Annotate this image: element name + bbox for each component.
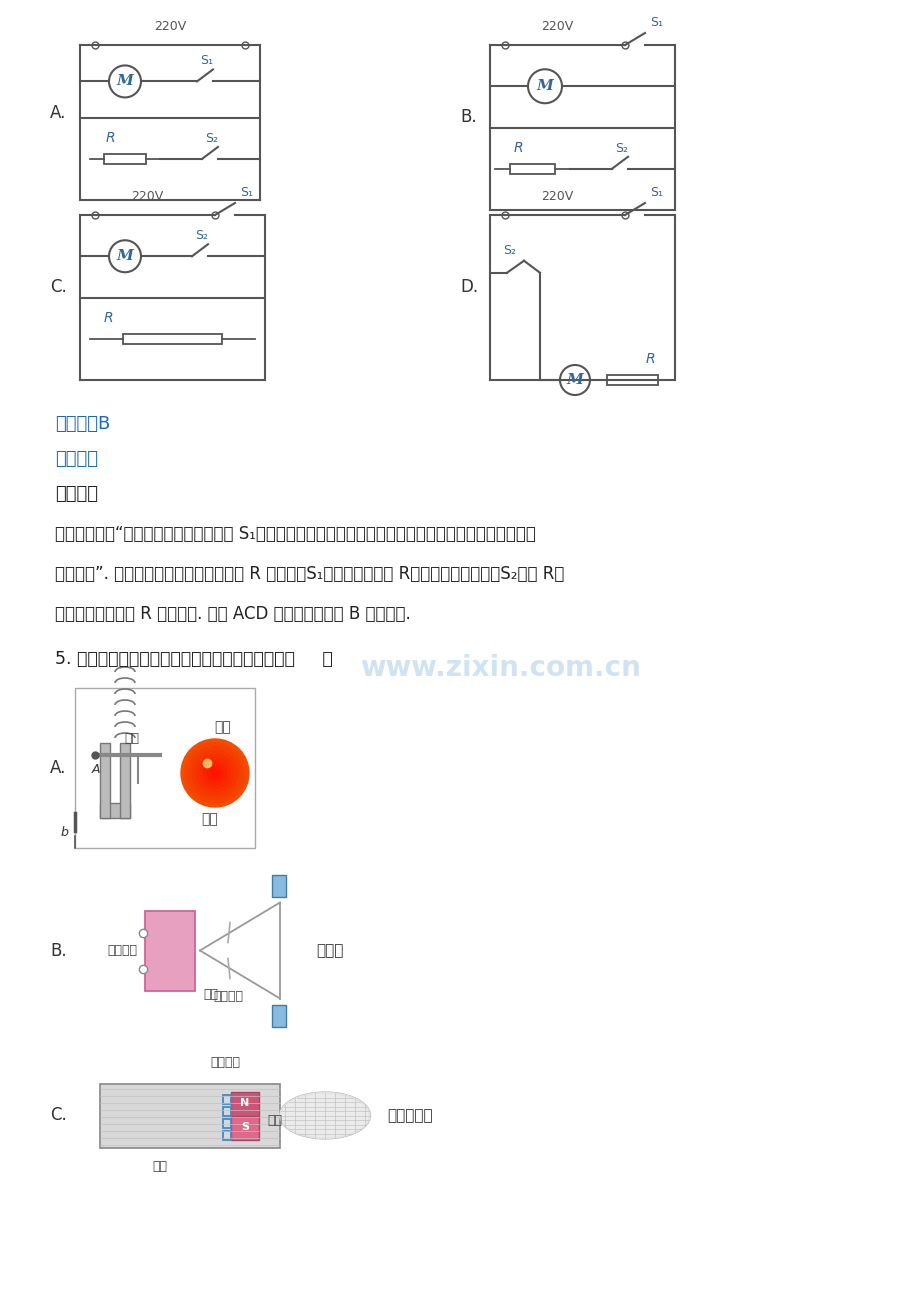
Text: 线圈: 线圈 (153, 1160, 167, 1173)
Text: S₁: S₁ (240, 186, 254, 199)
Text: 220V: 220V (131, 190, 164, 203)
Text: S₂: S₂ (503, 243, 516, 256)
Text: R: R (644, 352, 654, 366)
Text: M: M (117, 74, 133, 89)
Text: S₁: S₁ (200, 55, 213, 68)
Text: 馓碗: 馓碗 (201, 812, 218, 825)
Text: R: R (513, 141, 522, 155)
Text: 不能加热”. 因此，托盘电动机和加热电阵 R 是并联，S₁要控制电动机和 R，即串接在干路上，S₂控制 R，: 不能加热”. 因此，托盘电动机和加热电阵 R 是并联，S₁要控制电动机和 R，即… (55, 565, 563, 583)
Text: R: R (105, 132, 115, 145)
Bar (100, 803, 130, 818)
Text: 永久磁体: 永久磁体 (210, 1056, 240, 1069)
FancyBboxPatch shape (123, 333, 221, 344)
FancyBboxPatch shape (509, 164, 554, 173)
Bar (119, 743, 130, 818)
Text: A.: A. (50, 103, 66, 121)
Text: S₁: S₁ (650, 186, 663, 199)
Text: 220V: 220V (153, 20, 186, 33)
Text: b: b (60, 827, 68, 840)
Circle shape (196, 754, 233, 792)
Text: 【解析】: 【解析】 (55, 450, 98, 467)
Text: B.: B. (460, 108, 476, 126)
Text: 【答案】B: 【答案】B (55, 415, 110, 434)
Text: 即串接在加热电阵 R 的支路上. 故图 ACD 不符合题意，图 B 符合题意.: 即串接在加热电阵 R 的支路上. 故图 ACD 不符合题意，图 B 符合题意. (55, 605, 410, 622)
Bar (222, 1118, 231, 1128)
Text: 永久磁体: 永久磁体 (107, 944, 137, 957)
Text: 线圈: 线圈 (203, 987, 218, 1000)
Text: 锥形纸盒: 锥形纸盒 (213, 991, 243, 1004)
Text: S₁: S₁ (650, 16, 663, 29)
Text: www.zixin.com.cn: www.zixin.com.cn (359, 654, 640, 682)
Text: 【分析】: 【分析】 (55, 486, 98, 503)
Bar (222, 1107, 231, 1116)
Bar (272, 875, 286, 897)
Text: A: A (92, 763, 100, 776)
Bar (222, 1095, 231, 1104)
Text: M: M (117, 249, 133, 263)
FancyBboxPatch shape (104, 154, 146, 164)
Bar (231, 1091, 259, 1116)
Text: 220V: 220V (540, 20, 573, 33)
Circle shape (188, 746, 241, 799)
Text: C.: C. (50, 1107, 67, 1125)
Circle shape (192, 750, 237, 796)
Text: D.: D. (460, 279, 478, 297)
Text: 动圈式话筒: 动圈式话筒 (387, 1108, 432, 1124)
Text: S: S (241, 1122, 249, 1133)
Circle shape (185, 742, 245, 803)
Circle shape (207, 766, 222, 781)
Text: S₂: S₂ (615, 142, 628, 155)
Text: 电铃: 电铃 (214, 720, 231, 734)
Text: N: N (240, 1099, 249, 1108)
Text: S₂: S₂ (205, 132, 219, 145)
Circle shape (199, 758, 230, 788)
Text: 【详解】由于“自动考地瓜机当闭合开关 S₁，托盘旋转；再将温控开关闭合，开始加热；若只闭合开关，则: 【详解】由于“自动考地瓜机当闭合开关 S₁，托盘旋转；再将温控开关闭合，开始加热… (55, 525, 535, 543)
Text: M: M (536, 79, 553, 94)
Text: B.: B. (50, 941, 66, 960)
Text: 扬声器: 扬声器 (316, 943, 344, 958)
Circle shape (211, 769, 219, 777)
Bar (222, 1130, 231, 1139)
Bar (75, 687, 255, 848)
Text: 220V: 220V (540, 190, 573, 203)
FancyBboxPatch shape (607, 375, 657, 385)
Text: 衮铁: 衮铁 (124, 732, 140, 745)
Bar (272, 1005, 286, 1026)
Polygon shape (279, 1092, 369, 1138)
Bar (145, 910, 195, 991)
Text: A.: A. (50, 759, 66, 777)
Circle shape (181, 740, 249, 807)
Bar (100, 1083, 279, 1147)
Bar (100, 743, 110, 818)
Text: S₂: S₂ (196, 229, 209, 242)
Text: 5. 下列四幅图中的设备，与发电机原理相同的是（     ）: 5. 下列四幅图中的设备，与发电机原理相同的是（ ） (55, 650, 333, 668)
Text: R: R (103, 311, 113, 324)
Text: 膜片: 膜片 (267, 1115, 282, 1128)
Bar (231, 1116, 259, 1139)
Circle shape (203, 762, 226, 784)
Text: M: M (566, 372, 583, 387)
Text: C.: C. (50, 279, 67, 297)
